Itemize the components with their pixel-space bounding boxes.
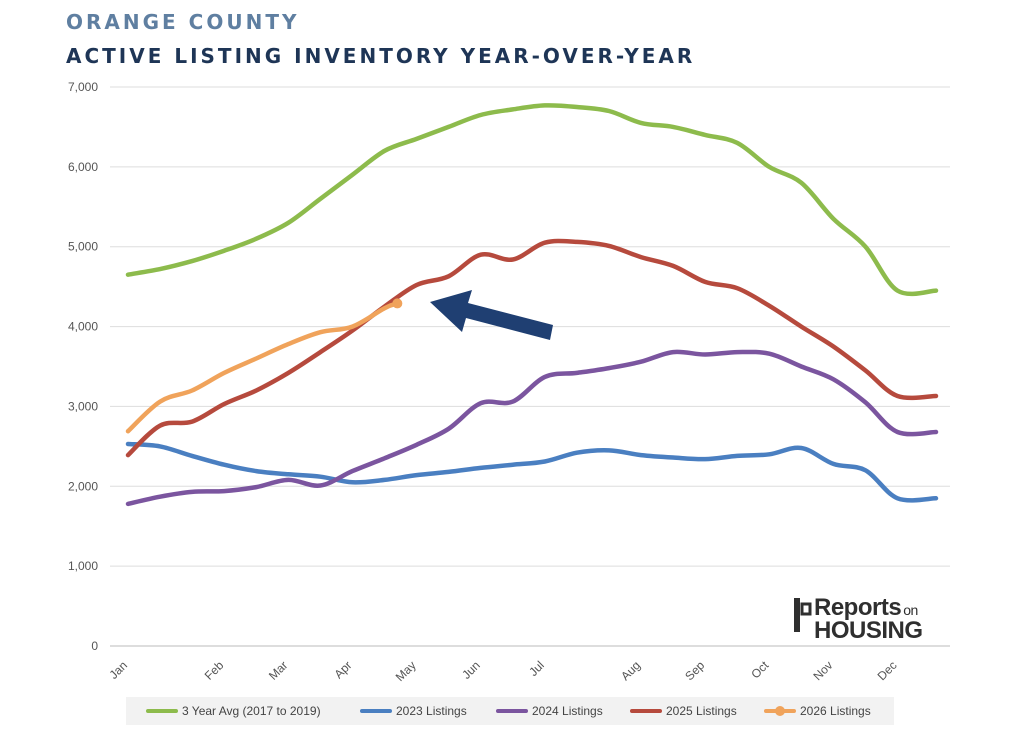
legend-label: 2025 Listings <box>666 704 737 718</box>
x-tick-label: Mar <box>266 658 291 683</box>
x-tick-label: Oct <box>748 658 772 682</box>
y-tick-label: 2,000 <box>68 479 98 493</box>
legend-label: 2026 Listings <box>800 704 871 718</box>
legend-marker <box>775 706 785 716</box>
logo-word-on: on <box>903 602 918 618</box>
data-point <box>392 298 403 309</box>
chart-title: ACTIVE LISTING INVENTORY YEAR-OVER-YEAR <box>66 44 696 68</box>
y-tick-label: 5,000 <box>68 240 98 254</box>
y-tick-label: 0 <box>91 639 98 653</box>
series-line-3 <box>125 238 939 458</box>
annotation-arrow <box>430 290 553 340</box>
x-tick-label: Apr <box>331 658 354 681</box>
y-axis-ticks: 0 1,000 2,000 3,000 4,000 5,000 6,000 7,000 <box>68 80 98 653</box>
series-line-0 <box>125 103 939 297</box>
x-tick-label: Jul <box>526 658 547 679</box>
series-line-1 <box>125 441 939 503</box>
chart-title-region: ORANGE COUNTY <box>66 10 300 34</box>
logo-text-top: Reports on <box>814 594 918 622</box>
y-tick-label: 6,000 <box>68 160 98 174</box>
x-tick-label: Jan <box>107 658 131 682</box>
arrow-icon <box>430 290 553 340</box>
legend-label: 2024 Listings <box>532 704 603 718</box>
logo-word-housing: HOUSING <box>814 617 923 644</box>
series-lines <box>125 103 939 507</box>
logo-word-reports: Reports <box>814 594 902 621</box>
y-tick-label: 3,000 <box>68 399 98 413</box>
legend-label: 3 Year Avg (2017 to 2019) <box>182 704 321 718</box>
x-tick-label: Sep <box>682 658 707 683</box>
x-axis-ticks: Jan Feb Mar Apr May Jun Jul Aug Sep Oct Nov Dec <box>107 658 900 684</box>
grid-lines <box>110 86 950 647</box>
series-line-4 <box>125 301 400 434</box>
y-tick-label: 4,000 <box>68 320 98 334</box>
logo-mark-icon <box>794 598 812 632</box>
x-tick-label: Nov <box>811 658 836 683</box>
y-tick-label: 7,000 <box>68 80 98 94</box>
x-tick-label: Dec <box>875 658 900 683</box>
x-tick-label: Aug <box>618 658 643 683</box>
legend: 3 Year Avg (2017 to 2019) 2023 Listings 20… <box>126 697 894 725</box>
legend-label: 2023 Listings <box>396 704 467 718</box>
x-tick-label: Feb <box>202 658 227 683</box>
y-tick-label: 1,000 <box>68 559 98 573</box>
x-tick-label: Jun <box>459 658 483 682</box>
reports-on-housing-logo: Reports on HOUSING <box>792 592 952 652</box>
series-line-2 <box>125 349 939 507</box>
x-tick-label: May <box>393 658 419 684</box>
